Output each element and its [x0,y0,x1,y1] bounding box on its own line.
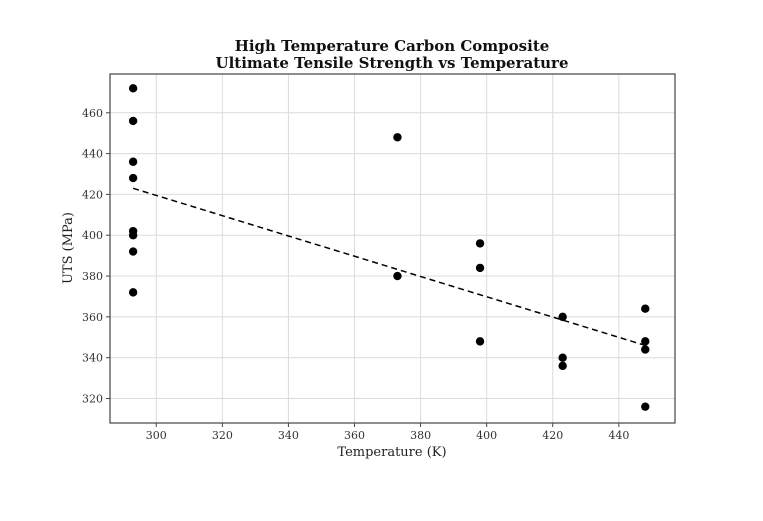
y-tick-label: 360 [82,311,103,324]
data-point [641,402,650,411]
x-tick-label: 300 [146,429,167,442]
y-tick-label: 420 [82,188,103,201]
data-point [475,337,485,346]
data-point [641,337,650,346]
grid-lines [110,74,675,423]
y-tick-label: 320 [82,393,103,406]
y-axis-label: UTS (MPa) [61,212,76,284]
x-tick-label: 360 [344,429,365,442]
plot-frame [109,73,676,424]
data-point [641,345,650,354]
data-point [393,133,402,142]
data-point [128,116,138,126]
x-tick-label: 440 [608,429,629,442]
data-point [393,271,402,281]
y-tick-label: 380 [82,270,103,283]
y-axis-ticks: 320 340 360 380 400 420 440 460 [82,107,110,406]
x-axis-ticks: 300 320 340 360 380 400 420 440 [146,423,629,442]
y-tick-label: 400 [82,229,103,242]
x-tick-label: 320 [212,429,233,442]
trend-line [132,187,646,347]
x-tick-label: 340 [278,429,299,442]
chart-title-line2: Ultimate Tensile Strength vs Temperature [215,54,568,72]
chart-title-line1: High Temperature Carbon Composite [235,37,550,55]
x-tick-label: 380 [410,429,431,442]
data-point [641,304,650,313]
data-points [128,84,650,411]
data-point [558,312,567,322]
data-point [558,353,567,362]
x-tick-label: 400 [476,429,497,442]
y-tick-label: 460 [82,107,103,120]
x-tick-label: 420 [542,429,563,442]
x-axis-label: Temperature (K) [337,445,446,460]
y-tick-label: 340 [82,352,103,365]
data-point [475,239,485,248]
data-point [128,173,138,183]
data-point [128,84,138,93]
data-point [475,263,485,273]
data-point [128,231,138,240]
data-point [128,288,138,297]
data-point [558,361,567,371]
y-tick-label: 440 [82,148,103,161]
data-point [128,247,138,256]
data-point [128,157,138,166]
